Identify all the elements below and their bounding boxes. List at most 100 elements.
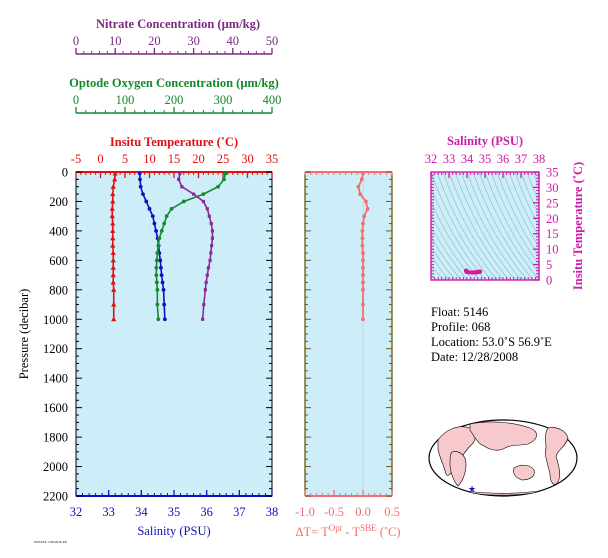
temperature-tick-label: 30 (241, 152, 254, 166)
temperature-tick-label: -5 (71, 152, 81, 166)
oxygen-data-point (154, 280, 159, 285)
float-location-marker: ★ (468, 484, 476, 494)
temperature-data-point (110, 264, 116, 270)
oxygen-data-point (181, 199, 186, 204)
nitrate-data-point (209, 221, 213, 226)
delta-t-data-point (361, 317, 365, 322)
profile-date: Date: 12/28/2008 (431, 350, 519, 364)
salinity-data-point (137, 171, 142, 176)
delta-t-label-end: (˚C) (377, 525, 401, 539)
temperature-data-point (111, 287, 117, 292)
temperature-tick-label: 0 (97, 152, 103, 166)
salinity-data-point (158, 258, 163, 263)
ts-salinity-tick-label: 35 (479, 152, 492, 166)
oxygen-tick-label: 300 (214, 93, 233, 107)
ts-temp-tick-label: 25 (546, 196, 559, 210)
delta-t-axis-label: ΔT= TOpt - TSBE (˚C) (295, 523, 400, 539)
temperature-data-point (110, 257, 116, 263)
nitrate-tick-label: 10 (109, 34, 122, 48)
temperature-data-point (110, 279, 116, 285)
ts-isoline (563, 172, 608, 280)
delta-t-data-point (356, 184, 361, 189)
nitrate-data-point (204, 280, 208, 285)
salinity-data-point (152, 221, 157, 226)
pressure-tick-label: 800 (49, 283, 68, 297)
oxygen-data-point (157, 236, 162, 241)
delta-t-data-point (361, 280, 365, 285)
delta-t-data-point (364, 199, 368, 204)
delta-t-tick-label: -1.0 (295, 505, 315, 519)
nitrate-tick-label: 40 (227, 34, 240, 48)
temperature-tick-label: 25 (217, 152, 230, 166)
salinity-data-point (159, 273, 164, 277)
oxygen-data-point (169, 206, 174, 211)
delta-t-data-point (361, 251, 365, 255)
temperature-tick-label: 35 (266, 152, 279, 166)
ts-isoline (431, 236, 462, 280)
delta-t-data-point (359, 177, 364, 182)
delta-t-data-point (361, 287, 365, 292)
nitrate-tick-label: 50 (266, 34, 279, 48)
ts-temp-tick-label: 35 (546, 166, 559, 180)
temperature-tick-label: 5 (122, 152, 128, 166)
ts-salinity-tick-label: 32 (425, 152, 438, 166)
pressure-tick-label: 600 (49, 254, 68, 268)
salinity-data-point (150, 214, 155, 219)
oxygen-data-point (156, 243, 161, 248)
world-map: ★ (428, 419, 578, 497)
delta-t-label-sup2: SBE (360, 523, 377, 533)
pressure-axis-label: Pressure (decibar) (17, 289, 31, 380)
delta-t-data-point (360, 229, 365, 233)
ts-salinity-tick-label: 34 (461, 152, 474, 166)
nitrate-data-point (201, 199, 205, 204)
salinity-tick-label: 36 (200, 505, 213, 519)
temperature-data-point (110, 183, 116, 189)
salinity-tick-label: 34 (135, 505, 148, 519)
float-id: Float: 5146 (431, 305, 489, 319)
nitrate-data-point (201, 317, 205, 321)
pressure-tick-label: 200 (49, 195, 68, 209)
oxygen-data-point (216, 184, 221, 189)
salinity-data-point (159, 265, 163, 270)
ts-temp-tick-label: 15 (546, 227, 559, 241)
ts-isoline (484, 172, 539, 273)
delta-t-data-point (362, 214, 367, 219)
ts-isoline (454, 172, 516, 280)
delta-t-tick-label: 0.5 (384, 505, 400, 519)
map-land-antarctica (465, 490, 541, 496)
salinity-data-point (162, 317, 167, 322)
pressure-tick-label: 0 (62, 166, 68, 180)
nitrate-data-point (206, 266, 211, 270)
delta-t-data-point (361, 258, 365, 263)
footnote: ZZZZZZ 7/28/2010 PE (34, 540, 67, 544)
oxygen-tick-label: 100 (116, 93, 135, 107)
oxygen-tick-label: 200 (165, 93, 184, 107)
pressure-tick-label: 1400 (43, 372, 68, 386)
ts-isoline (466, 172, 528, 280)
nitrate-data-point (205, 273, 209, 277)
salinity-data-point (141, 192, 145, 196)
ts-salinity-label: Salinity (PSU) (447, 134, 523, 148)
ts-isoline (496, 172, 539, 257)
delta-t-data-point (361, 265, 365, 270)
ts-temp-tick-label: 30 (546, 181, 559, 195)
salinity-data-point (138, 184, 143, 189)
oxygen-data-point (201, 192, 206, 196)
oxygen-data-point (164, 214, 169, 219)
nitrate-data-point (180, 185, 184, 189)
salinity-tick-label: 35 (168, 505, 181, 519)
ts-isoline (431, 172, 492, 280)
ts-isoline (436, 172, 498, 280)
delta-t-label-sup1: Opt (329, 523, 343, 533)
oxygen-data-point (223, 171, 228, 176)
profile-id: Profile: 068 (431, 320, 491, 334)
temperature-data-point (110, 198, 116, 204)
map-land-africa (449, 451, 467, 487)
salinity-axis-label: Salinity (PSU) (137, 524, 210, 538)
ts-isoline (502, 172, 539, 248)
ts-salinity-tick-label: 33 (443, 152, 456, 166)
delta-t-data-point (360, 236, 365, 241)
nitrate-data-point (210, 236, 215, 240)
float-info: Float: 5146 Profile: 068 Location: 53.0˚… (431, 305, 552, 365)
